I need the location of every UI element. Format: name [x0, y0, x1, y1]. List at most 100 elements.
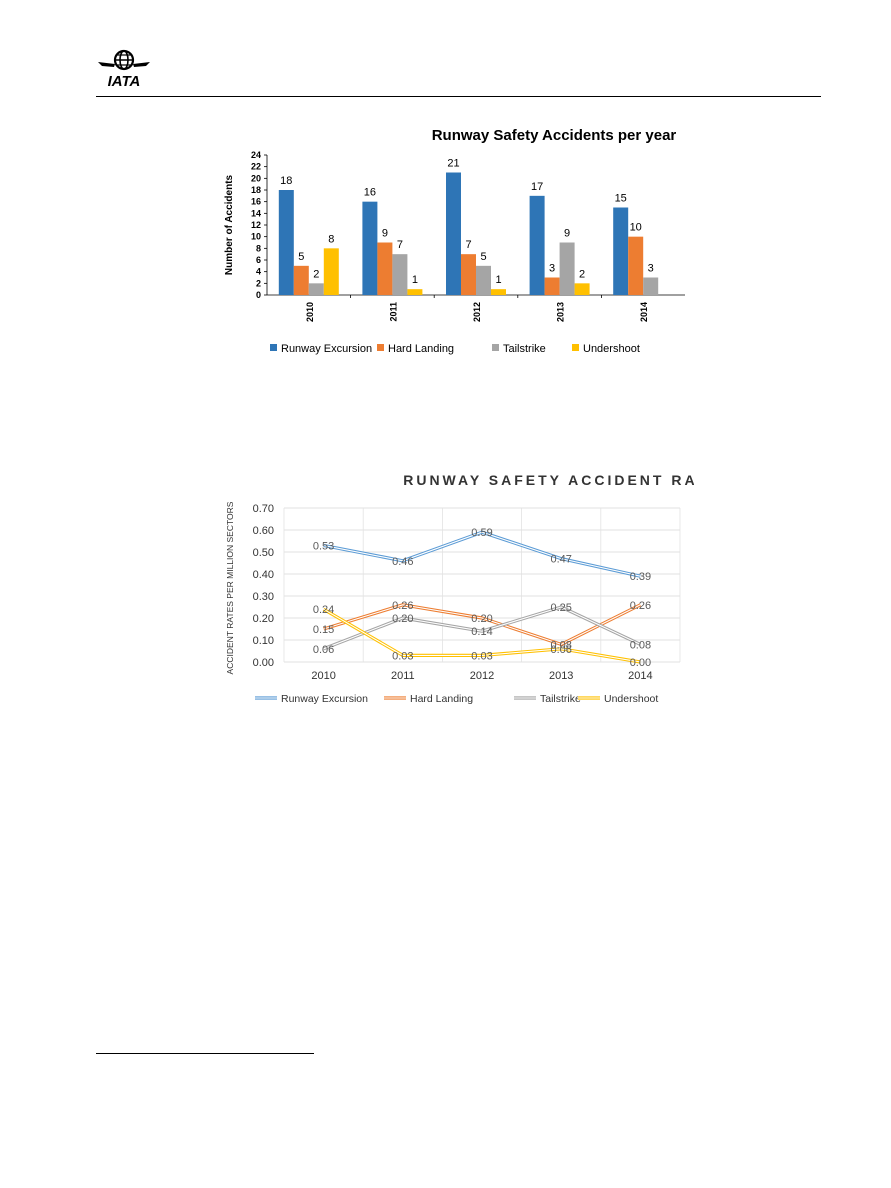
bar	[628, 236, 644, 295]
y-tick-label: 0	[256, 290, 261, 300]
y-tick-label: 8	[256, 243, 261, 253]
data-label: 0.08	[550, 639, 571, 651]
data-label: 9	[564, 228, 570, 240]
x-tick-label: 2014	[639, 302, 649, 322]
data-label: 3	[549, 263, 555, 275]
y-axis-label: ACCIDENT RATES PER MILLION SECTORS	[225, 501, 235, 674]
data-label: 0.25	[550, 602, 571, 614]
data-label: 21	[447, 158, 459, 170]
bar	[278, 190, 294, 295]
data-label: 0.00	[630, 657, 651, 669]
data-label: 0.06	[550, 644, 571, 656]
bar	[392, 254, 408, 295]
y-tick-label: 0.00	[253, 657, 274, 669]
legend-label: Tailstrike	[503, 343, 546, 355]
data-label: 0.20	[392, 613, 413, 625]
legend-label: Hard Landing	[388, 343, 454, 355]
data-label: 0.06	[313, 644, 334, 656]
line-chart: RUNWAY SAFETY ACCIDENT RATES ACCIDENT RAT…	[222, 466, 730, 708]
series-line-inner	[323, 606, 641, 650]
legend-label: Tailstrike	[540, 693, 581, 705]
data-label: 0.03	[392, 650, 413, 662]
bar	[574, 283, 590, 295]
y-axis-label: Number of Accidents	[224, 174, 235, 275]
data-label: 0.03	[471, 650, 492, 662]
y-tick-label: 20	[251, 173, 261, 183]
bar	[446, 172, 461, 295]
y-tick-label: 0.40	[253, 569, 274, 581]
legend-label: Undershoot	[583, 343, 640, 355]
x-tick-label: 2012	[470, 670, 494, 682]
right-wing-icon	[133, 62, 150, 67]
legend-label: Runway Excursion	[281, 343, 372, 355]
data-label: 10	[630, 222, 642, 234]
data-label: 16	[364, 187, 376, 199]
data-label: 9	[382, 228, 388, 240]
data-label: 1	[495, 274, 501, 286]
data-label: 5	[298, 251, 304, 263]
y-tick-label: 0.50	[253, 547, 274, 559]
y-tick-label: 4	[256, 267, 261, 277]
bar	[323, 248, 339, 295]
y-tick-label: 22	[251, 162, 261, 172]
series-line-inner	[323, 604, 641, 645]
bar	[461, 254, 476, 295]
legend-label: Undershoot	[604, 693, 658, 705]
legend-swatch	[492, 344, 499, 351]
data-label: 8	[328, 233, 334, 245]
data-label: 17	[531, 181, 543, 193]
left-wing-icon	[98, 62, 115, 67]
bar	[643, 277, 659, 295]
x-tick-label: 2014	[628, 670, 652, 682]
bar	[559, 242, 575, 295]
y-tick-label: 0.30	[253, 591, 274, 603]
chart-title: Runway Safety Accidents per year	[432, 127, 677, 144]
logo-wordmark: IATA	[108, 73, 141, 90]
data-label: 0.15	[313, 624, 334, 636]
y-tick-label: 6	[256, 255, 261, 265]
bar	[308, 283, 324, 295]
legend-swatch	[572, 344, 579, 351]
data-label: 0.26	[392, 600, 413, 612]
footnote-divider	[96, 1053, 314, 1054]
y-tick-label: 10	[251, 232, 261, 242]
data-label: 2	[313, 268, 319, 280]
x-tick-label: 2011	[388, 302, 398, 322]
y-tick-label: 0.70	[253, 503, 274, 515]
y-tick-label: 18	[251, 185, 261, 195]
bar	[491, 289, 506, 295]
legend-label: Runway Excursion	[281, 693, 368, 705]
data-label: 0.20	[471, 613, 492, 625]
data-label: 0.59	[471, 527, 492, 539]
data-label: 0.14	[471, 626, 492, 638]
y-tick-label: 2	[256, 278, 261, 288]
data-label: 15	[615, 193, 627, 205]
legend-swatch	[270, 344, 277, 351]
x-tick-label: 2013	[556, 302, 566, 322]
bar-chart: Runway Safety Accidents per year Number o…	[220, 118, 696, 368]
bar	[362, 201, 378, 295]
x-tick-label: 2010	[311, 670, 335, 682]
data-label: 0.24	[313, 604, 334, 616]
iata-logo: IATA	[96, 48, 156, 90]
bar	[476, 265, 491, 295]
data-label: 7	[465, 239, 471, 251]
bar	[407, 289, 423, 295]
data-label: 0.08	[630, 639, 651, 651]
chart-title: RUNWAY SAFETY ACCIDENT RATES	[403, 472, 694, 488]
x-tick-label: 2013	[549, 670, 573, 682]
data-label: 18	[280, 175, 292, 187]
x-tick-label: 2012	[472, 302, 482, 322]
header-divider	[96, 96, 821, 97]
data-label: 0.46	[392, 556, 413, 568]
data-label: 3	[648, 263, 654, 275]
bar	[544, 277, 560, 295]
series-line-inner	[323, 608, 641, 663]
bar	[613, 207, 629, 295]
data-label: 0.53	[313, 540, 334, 552]
legend-swatch	[377, 344, 384, 351]
data-label: 5	[480, 251, 486, 263]
x-tick-label: 2011	[391, 670, 415, 682]
data-label: 7	[397, 239, 403, 251]
data-label: 0.47	[550, 554, 571, 566]
